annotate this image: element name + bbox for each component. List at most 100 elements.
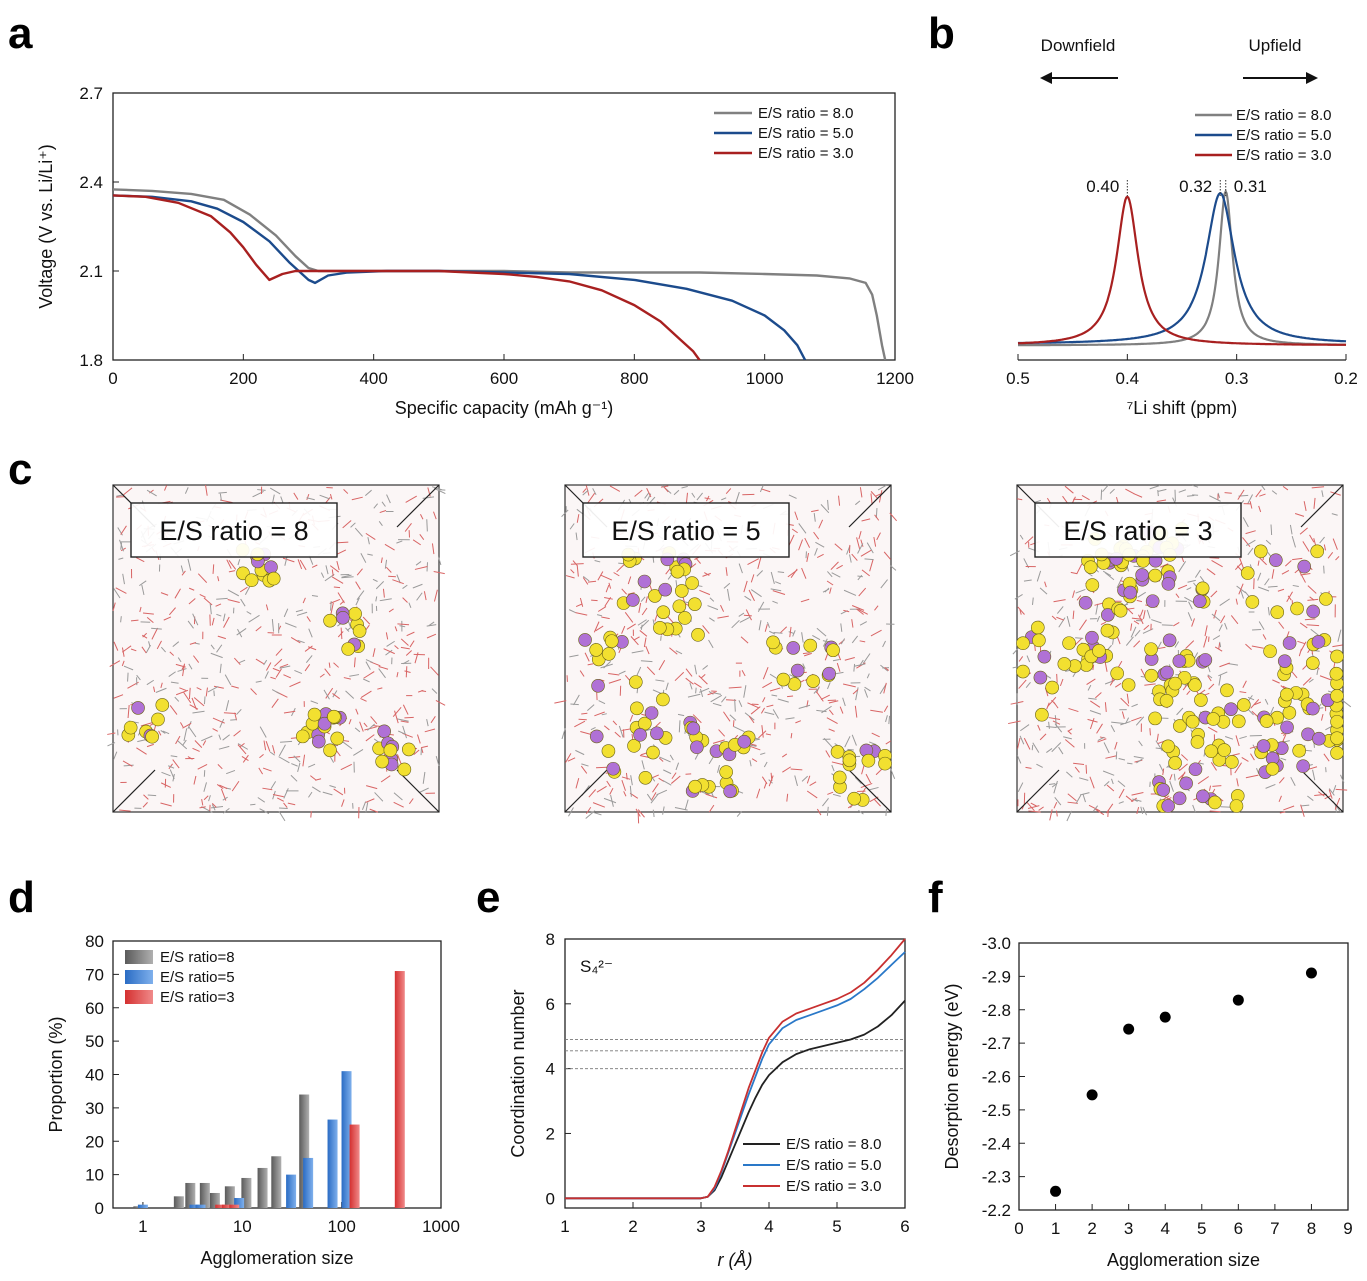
electrolyte-molecule [277,797,284,802]
electrolyte-molecule [306,616,311,622]
electrolyte-molecule [828,700,839,704]
electrolyte-molecule [299,559,307,571]
electrolyte-molecule [570,569,575,574]
electrolyte-molecule [222,734,230,741]
electrolyte-molecule [579,597,584,607]
electrolyte-molecule [175,689,189,696]
electrolyte-molecule [328,662,331,668]
electrolyte-molecule [723,711,731,722]
a-x-tick-label: 400 [359,369,387,388]
electrolyte-molecule [851,619,854,628]
electrolyte-molecule [789,626,792,638]
electrolyte-molecule [224,674,232,686]
electrolyte-molecule [554,700,567,704]
electrolyte-molecule [854,663,866,667]
sulfur-atom [1253,544,1268,559]
electrolyte-molecule [160,592,169,596]
electrolyte-molecule [211,804,216,811]
sulfur-atom [1161,739,1175,754]
lithium-atom [626,593,640,607]
sulfur-atom [1245,595,1260,609]
electrolyte-molecule [870,493,873,505]
electrolyte-molecule [1048,717,1061,720]
box-edge [396,484,440,528]
electrolyte-molecule [822,798,829,807]
electrolyte-molecule [1120,697,1130,707]
electrolyte-molecule [210,805,224,809]
a-y-axis-title: Voltage (V vs. Li/Li⁺) [36,144,56,309]
sulfur-atom [1016,664,1030,679]
a-y-tick-label: 2.1 [79,262,103,281]
electrolyte-molecule [241,756,249,762]
e-x-tick-label: 1 [560,1217,569,1236]
electrolyte-molecule [1197,776,1209,785]
electrolyte-molecule [1158,488,1167,492]
electrolyte-molecule [421,745,429,749]
electrolyte-molecule [315,778,322,781]
electrolyte-molecule [240,598,246,607]
d-bar [215,1204,226,1208]
sulfur-atom [832,770,847,785]
electrolyte-molecule [210,644,215,650]
electrolyte-molecule [1046,725,1057,728]
electrolyte-molecule [237,743,249,750]
electrolyte-molecule [731,619,740,629]
electrolyte-molecule [1290,776,1296,786]
ratio-label-box: E/S ratio = 8 [130,502,338,558]
electrolyte-molecule [875,508,878,519]
electrolyte-molecule [367,553,373,556]
electrolyte-molecule [1218,624,1223,632]
snapshot-box: E/S ratio = 8 [107,484,446,822]
sulfur-atom [1329,666,1344,681]
electrolyte-molecule [1102,570,1112,577]
electrolyte-molecule [593,621,600,633]
electrolyte-molecule [227,589,240,597]
electrolyte-molecule [594,559,601,563]
electrolyte-molecule [856,608,864,615]
electrolyte-molecule [1303,501,1307,511]
lithium-atom [131,701,145,715]
electrolyte-molecule [1072,610,1075,620]
electrolyte-molecule [1271,569,1275,579]
electrolyte-molecule [306,493,310,501]
b-downfield-arrowhead [1040,72,1052,84]
electrolyte-molecule [1328,789,1333,799]
electrolyte-molecule [568,807,574,817]
electrolyte-molecule [656,789,668,796]
electrolyte-molecule [717,615,729,619]
sulfur-atom [678,611,692,625]
electrolyte-molecule [764,624,768,632]
electrolyte-molecule [609,485,621,492]
electrolyte-molecule [820,504,830,514]
electrolyte-molecule [827,499,829,510]
electrolyte-molecule [322,791,333,796]
electrolyte-molecule [211,802,217,808]
electrolyte-molecule [1320,713,1324,721]
electrolyte-molecule [771,694,778,697]
electrolyte-molecule [1019,609,1022,615]
electrolyte-molecule [790,768,803,771]
lithium-atom [1306,604,1320,619]
electrolyte-molecule [217,635,226,640]
electrolyte-molecule [325,565,329,575]
electrolyte-molecule [605,584,610,593]
electrolyte-molecule [646,666,656,676]
electrolyte-molecule [386,494,391,504]
electrolyte-molecule [170,681,179,684]
electrolyte-molecule [258,767,264,775]
electrolyte-molecule [614,731,621,738]
electrolyte-molecule [1257,572,1262,581]
electrolyte-molecule [816,553,824,559]
electrolyte-molecule [1051,699,1056,705]
electrolyte-molecule [792,630,796,637]
electrolyte-molecule [433,589,438,602]
electrolyte-molecule [170,755,178,758]
d-y-tick-label: 60 [85,999,104,1018]
electrolyte-molecule [828,709,834,716]
electrolyte-molecule [1245,539,1256,546]
electrolyte-molecule [341,574,352,578]
electrolyte-molecule [832,793,841,797]
d-y-axis-title: Proportion (%) [46,1016,66,1132]
electrolyte-molecule [1331,513,1338,516]
electrolyte-molecule [1139,609,1144,617]
